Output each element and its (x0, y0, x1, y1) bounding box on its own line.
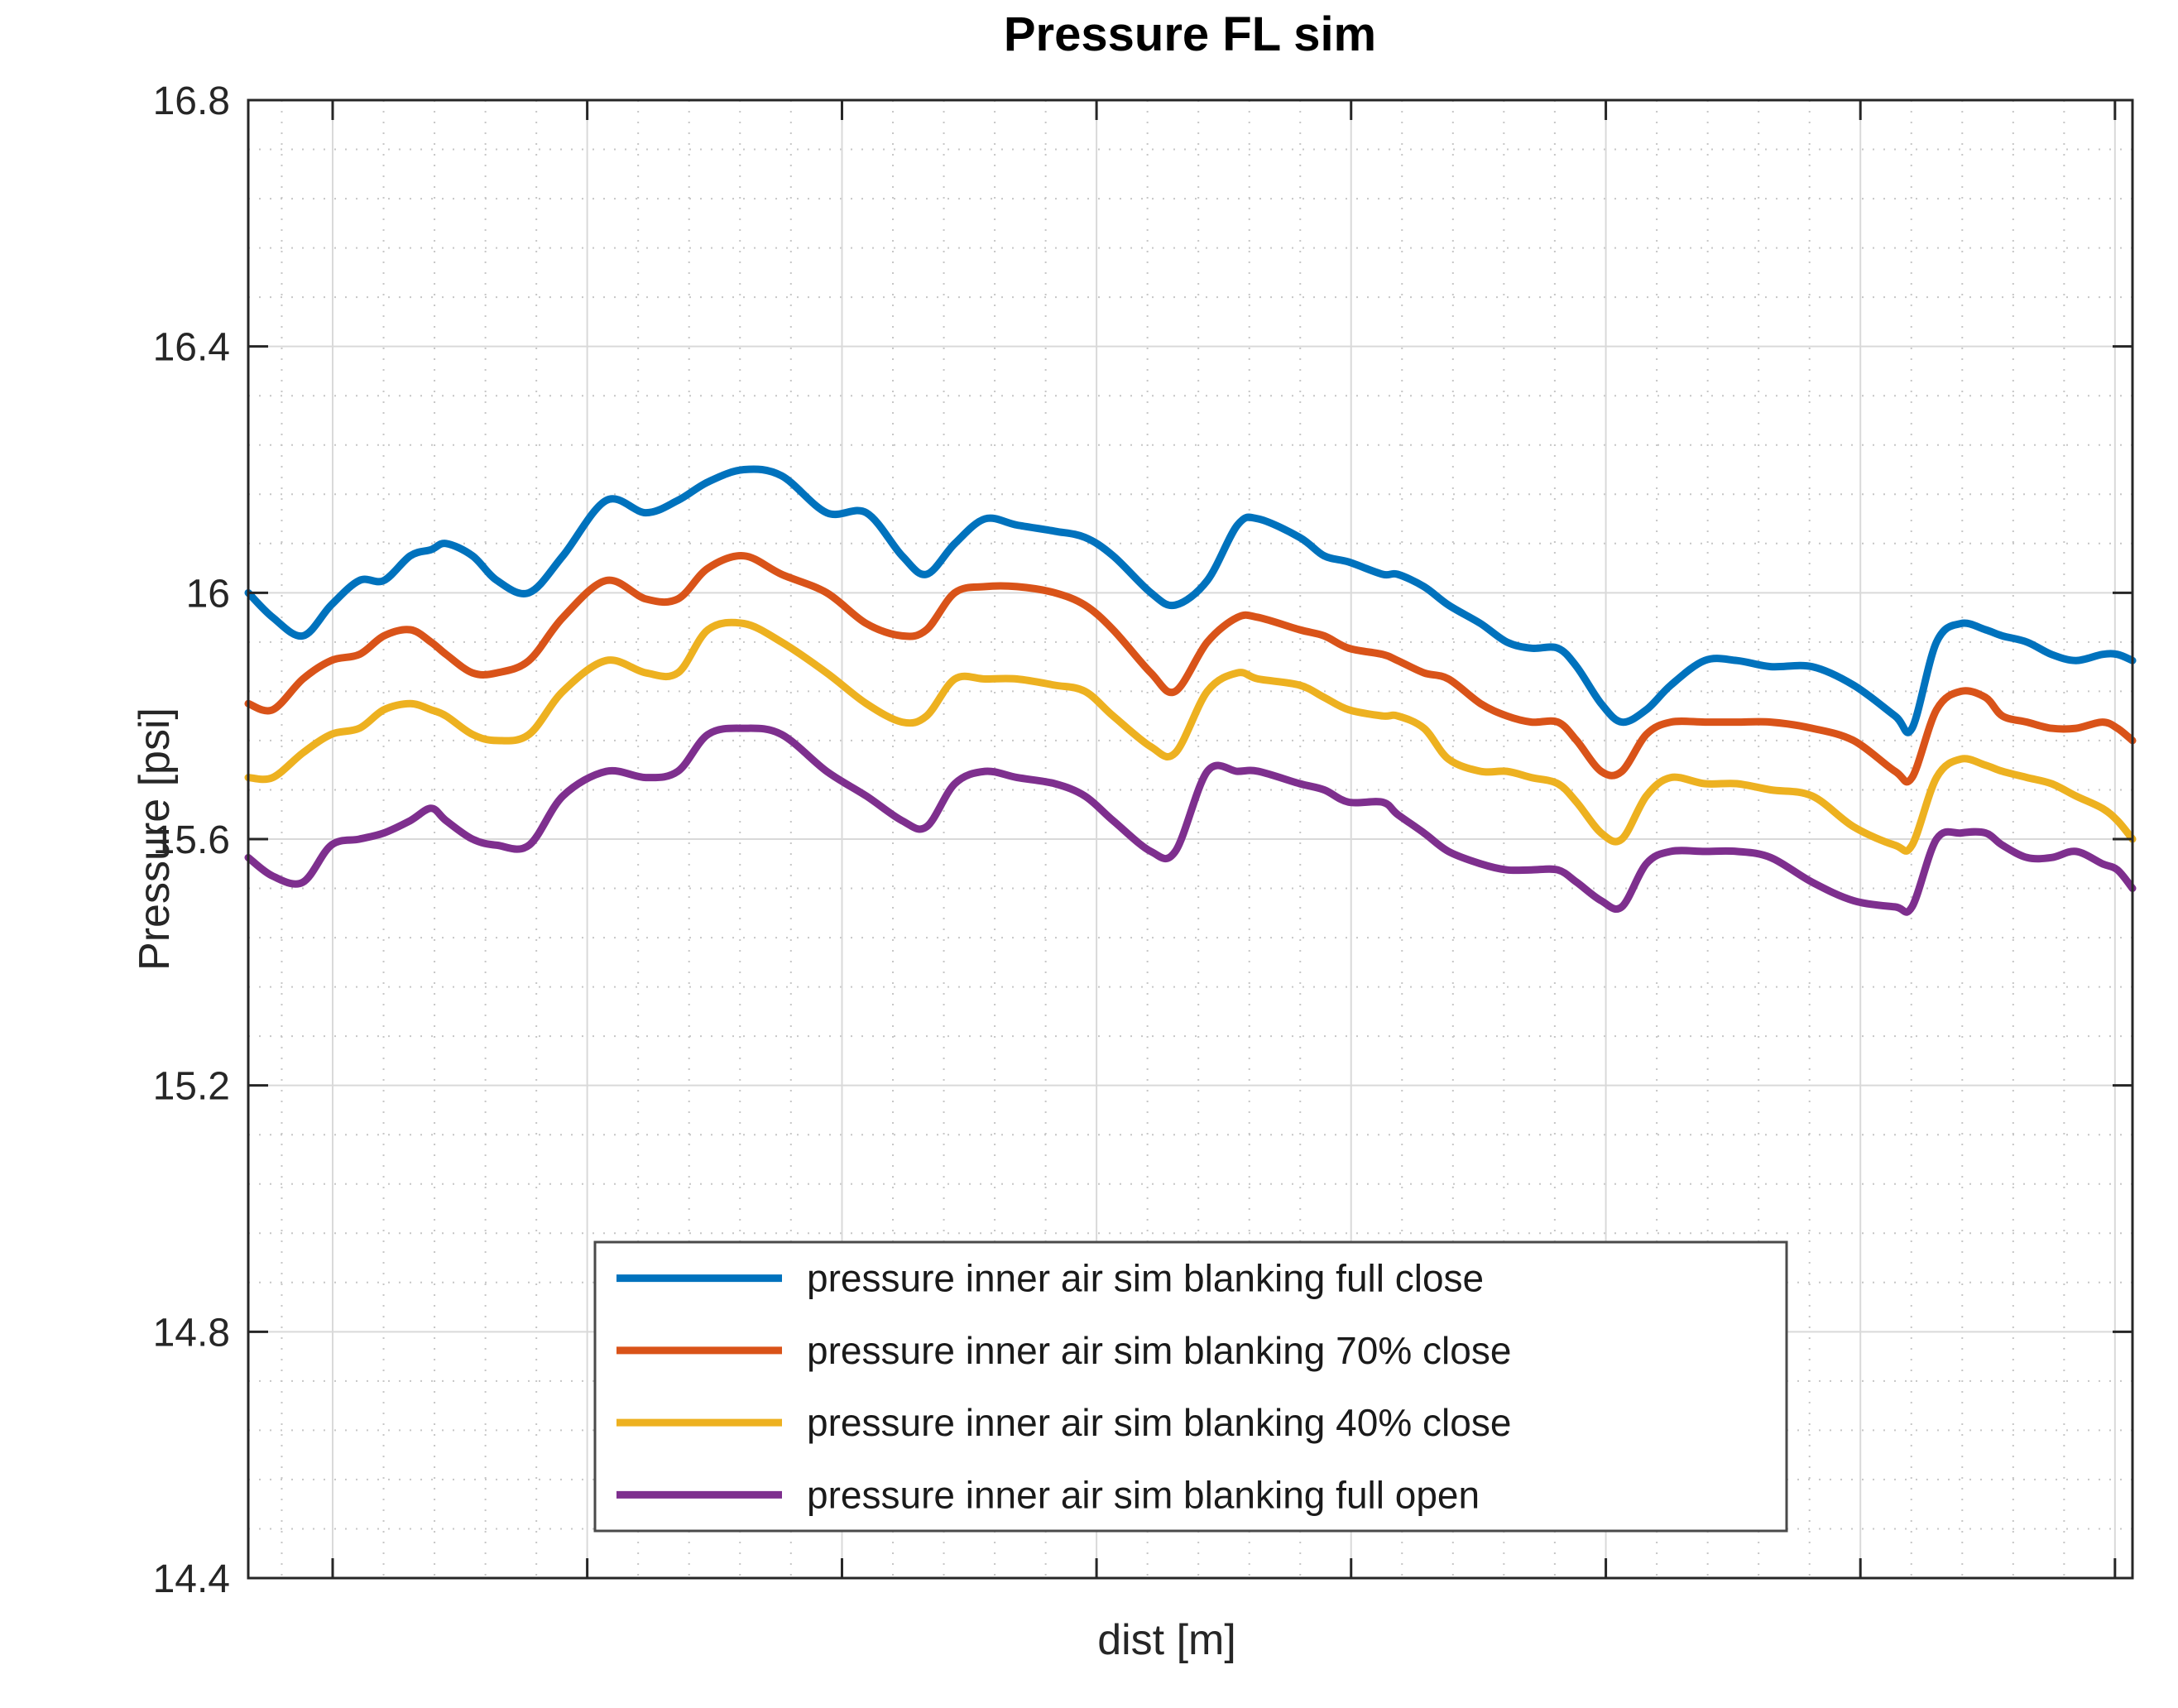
legend-entry: pressure inner air sim blanking 40% clos… (616, 1401, 1511, 1444)
y-tick-label: 16.4 (153, 326, 230, 370)
legend-entry: pressure inner air sim blanking full clo… (616, 1257, 1484, 1300)
y-tick-label: 15.6 (153, 818, 230, 862)
legend-label: pressure inner air sim blanking full clo… (807, 1257, 1484, 1300)
y-tick-label: 14.8 (153, 1311, 230, 1355)
series-line-0 (244, 465, 2137, 736)
x-axis-label: dist [m] (1097, 1616, 1236, 1664)
y-tick-label: 16 (186, 572, 230, 616)
y-axis-label: Pressure [psi] (130, 708, 179, 971)
legend-box (593, 1240, 1788, 1533)
legend-label: pressure inner air sim blanking 40% clos… (807, 1401, 1511, 1444)
series-line-1 (244, 552, 2137, 786)
legend-label: pressure inner air sim blanking full ope… (807, 1473, 1480, 1516)
legend-entry: pressure inner air sim blanking full ope… (616, 1473, 1480, 1516)
series-line-3 (244, 724, 2137, 916)
tick-marks (248, 98, 2132, 1580)
legend-label: pressure inner air sim blanking 70% clos… (807, 1329, 1511, 1372)
legend: pressure inner air sim blanking full clo… (593, 1240, 1788, 1533)
y-tick-label: 16.8 (153, 79, 230, 123)
y-tick-label: 15.2 (153, 1065, 230, 1109)
series-line-2 (244, 618, 2137, 855)
y-tick-labels: 16.8 16.4 16 15.6 15.2 14.8 14.4 (153, 79, 230, 1601)
legend-entry: pressure inner air sim blanking 70% clos… (616, 1329, 1511, 1372)
y-tick-label: 14.4 (153, 1557, 230, 1601)
chart-title: Pressure FL sim (1003, 7, 1377, 61)
